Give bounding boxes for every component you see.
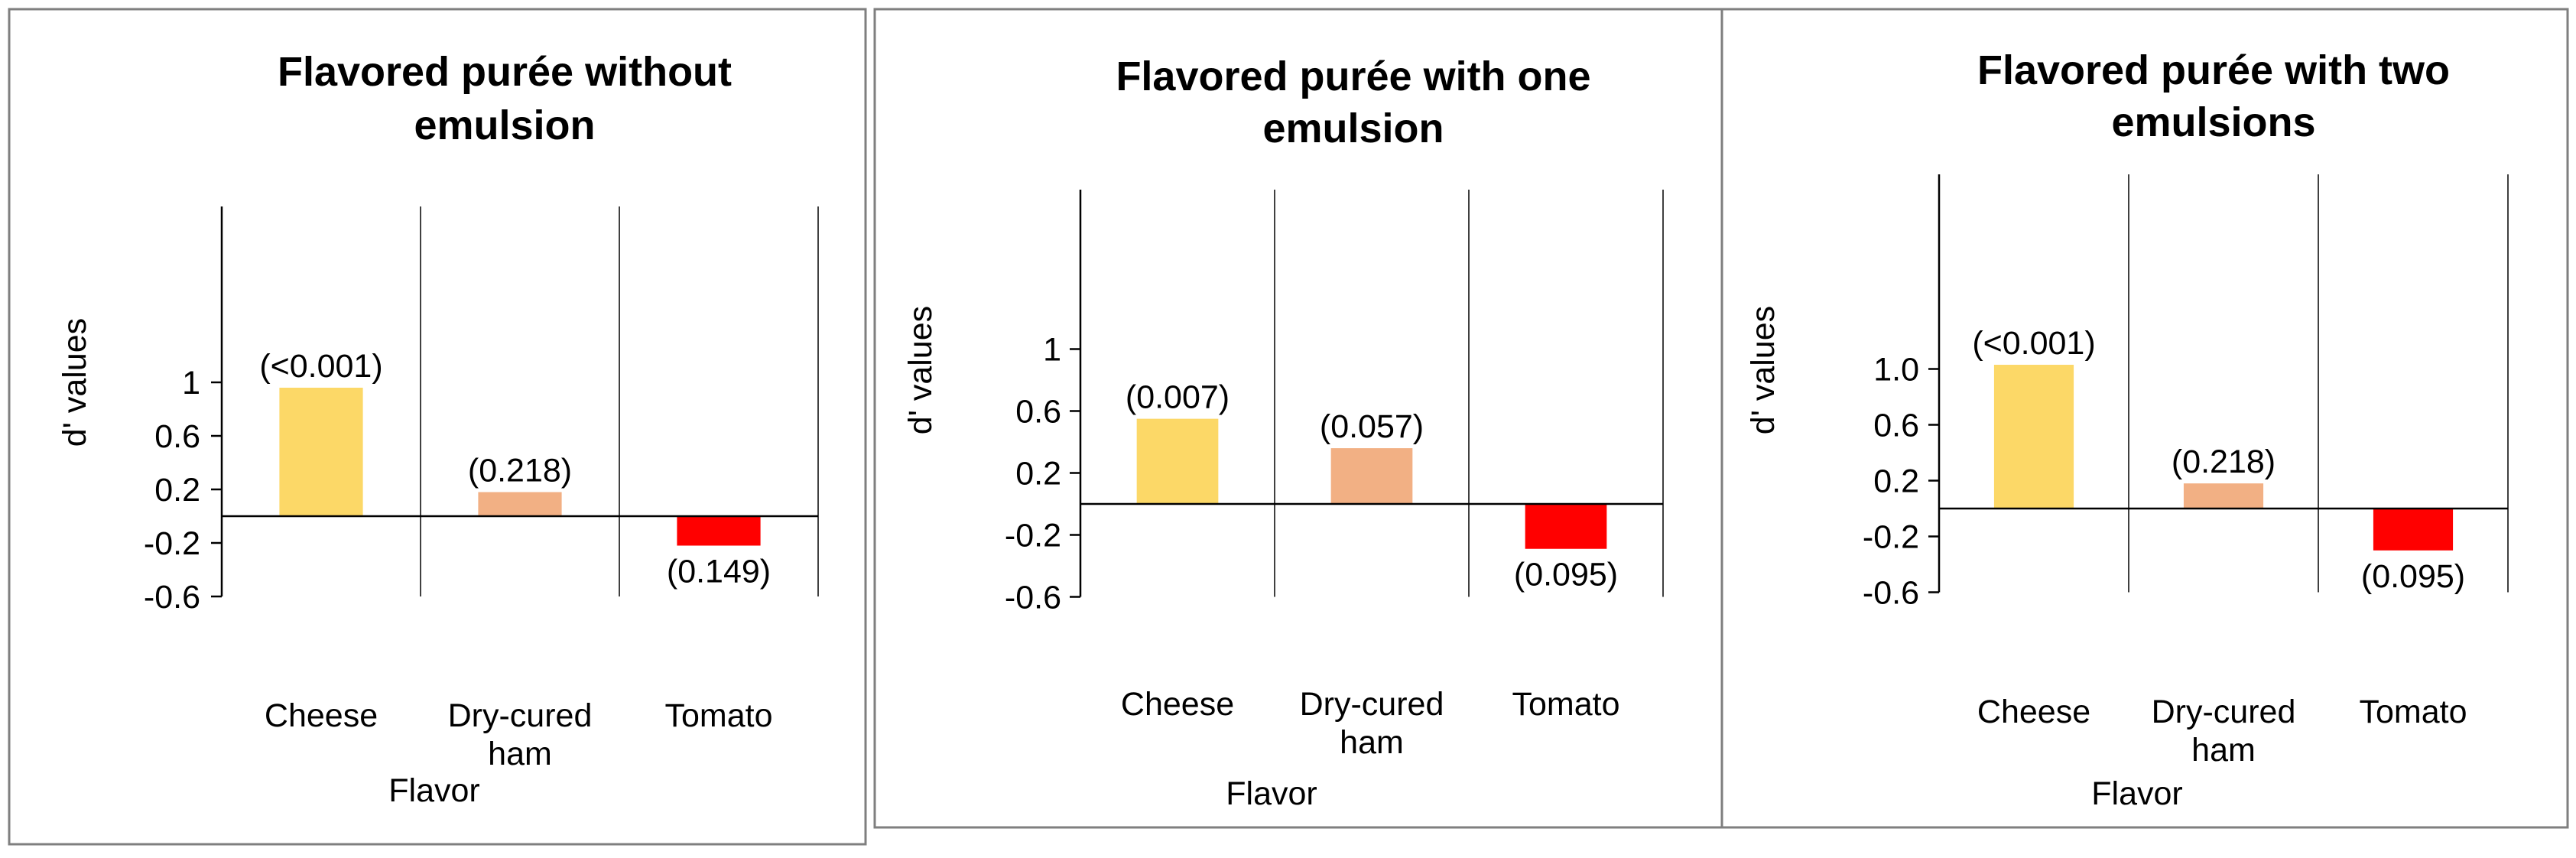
data-label: (0.095) xyxy=(2361,558,2465,595)
bar-dry-cured-ham xyxy=(1330,448,1413,504)
x-category-label: Cheese xyxy=(265,697,378,734)
y-tick-label: -0.6 xyxy=(1863,575,1919,612)
panel-border xyxy=(8,8,867,846)
chart-title-line: Flavored purée with two xyxy=(1977,47,2450,93)
y-tick-label: -0.2 xyxy=(1863,519,1919,556)
data-label: (<0.001) xyxy=(1972,325,2095,362)
x-axis-title: Flavor xyxy=(2091,775,2182,812)
y-tick-label: 1.0 xyxy=(1873,352,1919,388)
x-category-label: Dry-cured xyxy=(1300,686,1444,723)
chart-title-line: Flavored purée with one xyxy=(1116,54,1590,99)
bar-tomato xyxy=(1525,504,1607,549)
data-label: (0.007) xyxy=(1126,379,1230,416)
data-label: (0.149) xyxy=(667,554,771,590)
data-label: (<0.001) xyxy=(259,348,382,385)
chart-title-line: Flavored purée without xyxy=(278,49,732,95)
bar-dry-cured-ham xyxy=(478,492,562,516)
y-axis-title: d' values xyxy=(902,306,939,434)
x-category-label: Cheese xyxy=(1977,694,2090,730)
x-category-label: Tomato xyxy=(1512,686,1619,723)
panel-border xyxy=(1720,8,2569,829)
y-tick-label: 1 xyxy=(1043,332,1061,369)
y-axis-title: d' values xyxy=(57,318,93,447)
y-tick-label: 0.2 xyxy=(154,472,200,509)
x-axis-title: Flavor xyxy=(388,772,479,809)
x-category-label: ham xyxy=(488,736,552,772)
chart-panel-2: Flavored purée with one emulsion 1 0.6 0.2 -0… xyxy=(873,8,1737,829)
x-category-label: Tomato xyxy=(664,697,772,734)
x-category-label: Dry-cured xyxy=(448,697,593,734)
bar-tomato xyxy=(2373,509,2454,551)
bar-cheese xyxy=(1136,418,1219,504)
x-category-label: Cheese xyxy=(1121,686,1234,723)
bar-cheese xyxy=(279,388,363,516)
y-tick-label: -0.6 xyxy=(144,579,200,616)
data-label: (0.057) xyxy=(1320,408,1424,445)
y-tick-label: 1 xyxy=(182,365,200,401)
panel-border xyxy=(873,8,1737,829)
x-axis-title: Flavor xyxy=(1226,775,1317,812)
chart-title-line: emulsion xyxy=(1262,106,1444,151)
x-category-label: ham xyxy=(2191,732,2256,769)
chart-title-line: emulsions xyxy=(2111,99,2315,145)
y-tick-label: -0.2 xyxy=(144,525,200,562)
data-label: (0.218) xyxy=(468,453,572,489)
y-tick-label: 0.2 xyxy=(1015,456,1061,492)
y-tick-label: -0.2 xyxy=(1005,518,1061,554)
bar-tomato xyxy=(677,516,761,546)
x-category-label: ham xyxy=(1340,724,1404,761)
y-tick-label: 0.6 xyxy=(1015,394,1061,431)
bar-dry-cured-ham xyxy=(2183,483,2264,509)
y-axis-title: d' values xyxy=(1745,306,1782,434)
y-tick-label: 0.2 xyxy=(1873,463,1919,500)
y-tick-label: 0.6 xyxy=(1873,408,1919,444)
chart-title-line: emulsion xyxy=(414,102,595,148)
x-category-label: Dry-cured xyxy=(2152,694,2296,730)
data-label: (0.095) xyxy=(1514,557,1618,593)
chart-panel-3: Flavored purée with two emulsions 1.0 0.6 0.… xyxy=(1720,8,2569,829)
chart-panel-1: Flavored purée without emulsion 1 0.6 0.2 -0.… xyxy=(8,8,867,846)
data-label: (0.218) xyxy=(2172,444,2276,480)
x-category-label: Tomato xyxy=(2359,694,2467,730)
y-tick-label: 0.6 xyxy=(154,418,200,455)
y-tick-label: -0.6 xyxy=(1005,580,1061,616)
bar-cheese xyxy=(1993,365,2074,509)
